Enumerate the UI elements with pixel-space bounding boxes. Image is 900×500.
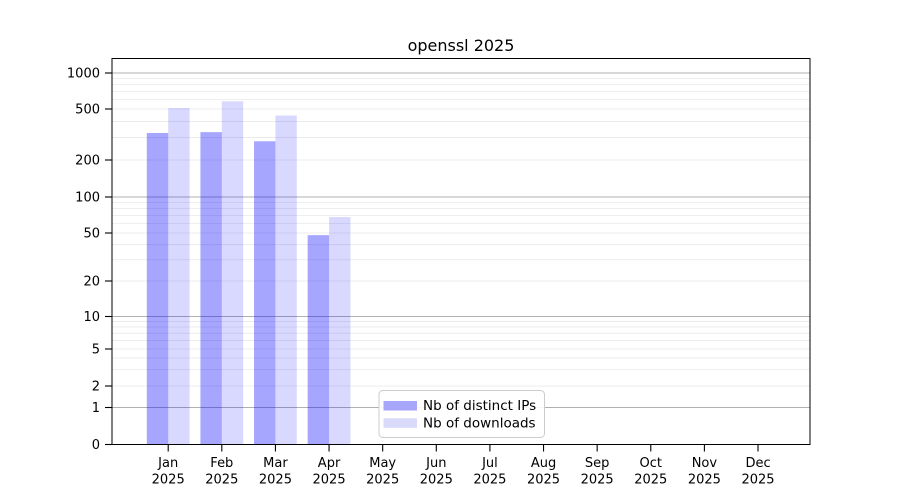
y-tick-label: 1 <box>92 401 100 416</box>
bar-downloads-jan <box>168 107 190 445</box>
bar-distinct-ips-mar <box>254 141 276 445</box>
bar-distinct-ips-jan <box>146 132 169 445</box>
x-tick-label-month: May <box>369 456 396 471</box>
x-tick-label-year: 2025 <box>205 473 238 488</box>
x-tick-label-month: Nov <box>692 456 718 471</box>
x-tick-label-month: Mar <box>263 456 288 471</box>
y-tick-label: 2 <box>92 380 100 395</box>
x-tick-label-month: Oct <box>640 456 662 471</box>
x-tick-label-month: Jun <box>425 456 446 471</box>
y-tick-label: 500 <box>75 103 100 118</box>
y-tick-label: 10 <box>83 310 100 325</box>
plot-border <box>111 58 811 445</box>
x-tick-label-year: 2025 <box>420 473 453 488</box>
legend-swatch-distinct-ips <box>383 401 417 411</box>
y-tick-label: 5 <box>92 343 100 358</box>
x-tick-label-month: Jul <box>481 456 498 471</box>
x-tick-label-year: 2025 <box>313 473 346 488</box>
y-tick-label: 1000 <box>67 67 100 82</box>
x-tick-label-month: Dec <box>745 456 770 471</box>
y-tick-label: 20 <box>83 275 100 290</box>
legend-label-distinct-ips: Nb of distinct IPs <box>423 398 536 414</box>
legend-swatch-downloads <box>383 418 417 428</box>
x-tick-label-year: 2025 <box>688 473 721 488</box>
y-tick-label: 50 <box>83 227 100 242</box>
y-tick-label: 200 <box>75 154 100 169</box>
bar-downloads-mar <box>275 115 297 445</box>
x-tick-label-year: 2025 <box>741 473 774 488</box>
x-tick-label-month: Aug <box>531 456 556 471</box>
chart-title: openssl 2025 <box>408 36 515 55</box>
x-tick-label-year: 2025 <box>473 473 506 488</box>
x-tick-label-year: 2025 <box>634 473 667 488</box>
x-tick-label-year: 2025 <box>152 473 185 488</box>
y-tick-label: 100 <box>75 191 100 206</box>
bar-downloads-apr <box>329 217 351 445</box>
x-tick-label-year: 2025 <box>366 473 399 488</box>
x-tick-label-year: 2025 <box>259 473 292 488</box>
x-tick-label-month: Apr <box>318 456 341 471</box>
legend-box <box>378 390 545 438</box>
x-tick-label-year: 2025 <box>527 473 560 488</box>
bar-distinct-ips-apr <box>307 235 330 445</box>
x-tick-label-month: Sep <box>585 456 610 471</box>
bar-distinct-ips-feb <box>200 132 222 445</box>
legend-label-downloads: Nb of downloads <box>423 415 536 431</box>
x-tick-label-month: Feb <box>210 456 233 471</box>
y-tick-label: 0 <box>92 438 100 453</box>
bar-downloads-feb <box>221 101 244 445</box>
x-tick-label-month: Jan <box>157 456 178 471</box>
x-tick-label-year: 2025 <box>581 473 614 488</box>
